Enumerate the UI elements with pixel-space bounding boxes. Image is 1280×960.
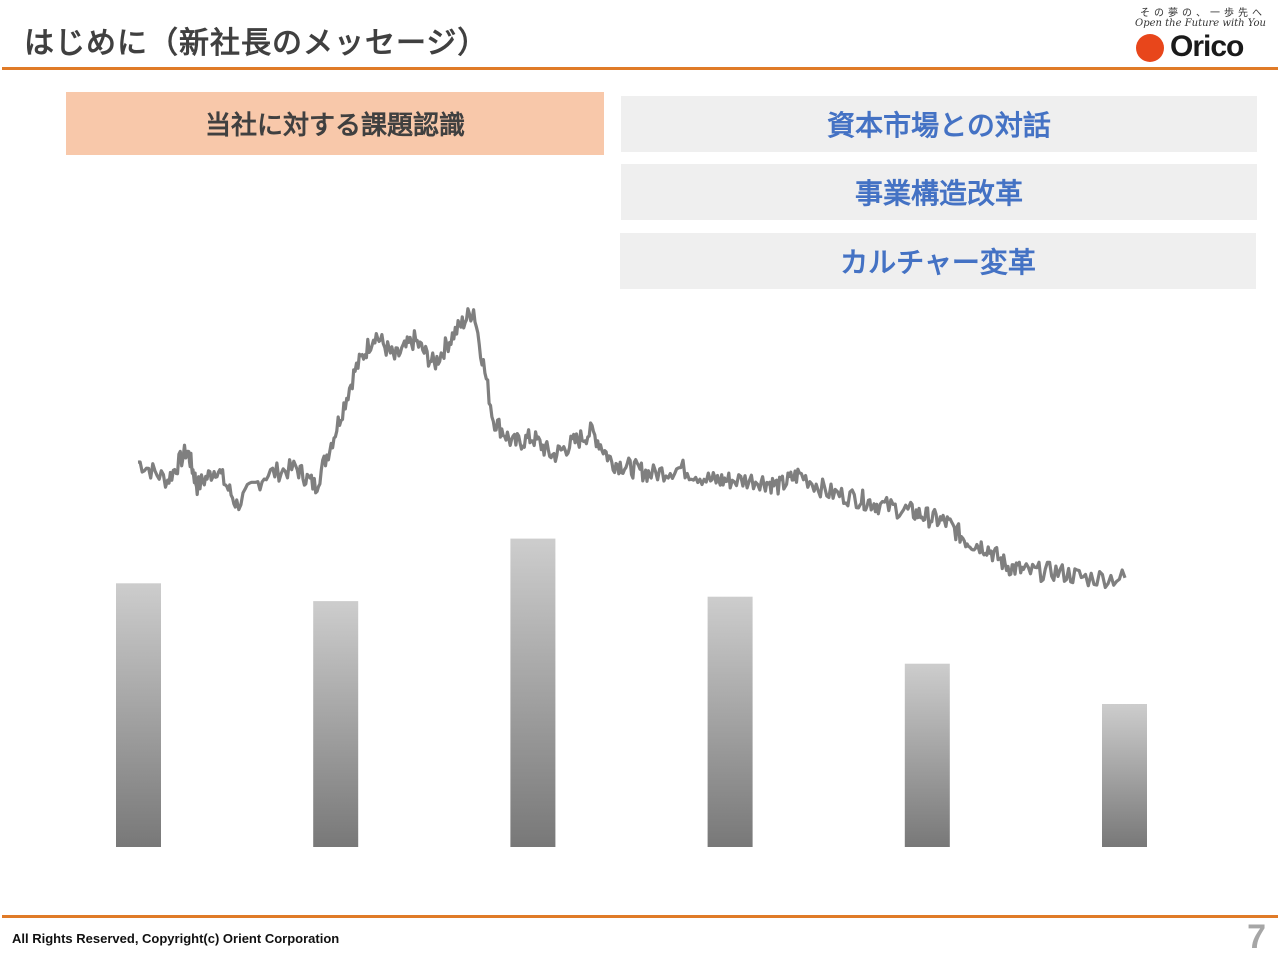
bar-5 [904, 663, 950, 847]
page-title: はじめに（新社長のメッセージ） [24, 26, 489, 61]
bar-6 [1102, 704, 1147, 847]
bar-3 [510, 538, 556, 847]
footer-divider [2, 915, 1278, 918]
orico-logo: その夢の、一歩先へ Open the Future with You Orico [1135, 4, 1266, 66]
price-line [137, 307, 1127, 590]
brand-dot-icon [1136, 34, 1164, 62]
copyright-text: All Rights Reserved, Copyright(c) Orient… [12, 931, 340, 946]
bar-4 [707, 596, 753, 847]
bar-2 [313, 601, 359, 847]
pillar-culture-reform: カルチャー変革 [620, 233, 1256, 290]
brand-name: Orico [1170, 30, 1244, 63]
header-divider [2, 67, 1278, 70]
issue-recognition-box: 当社に対する課題認識 [66, 92, 604, 155]
bar-1 [116, 583, 161, 847]
logo-tagline-jp: その夢の、一歩先へ [1140, 8, 1266, 19]
pillar-business-restructuring: 事業構造改革 [621, 164, 1257, 221]
logo-tagline-en: Open the Future with You [1135, 18, 1266, 29]
page-number: 7 [1247, 918, 1266, 956]
pillar-capital-market-dialogue: 資本市場との対話 [621, 96, 1257, 153]
